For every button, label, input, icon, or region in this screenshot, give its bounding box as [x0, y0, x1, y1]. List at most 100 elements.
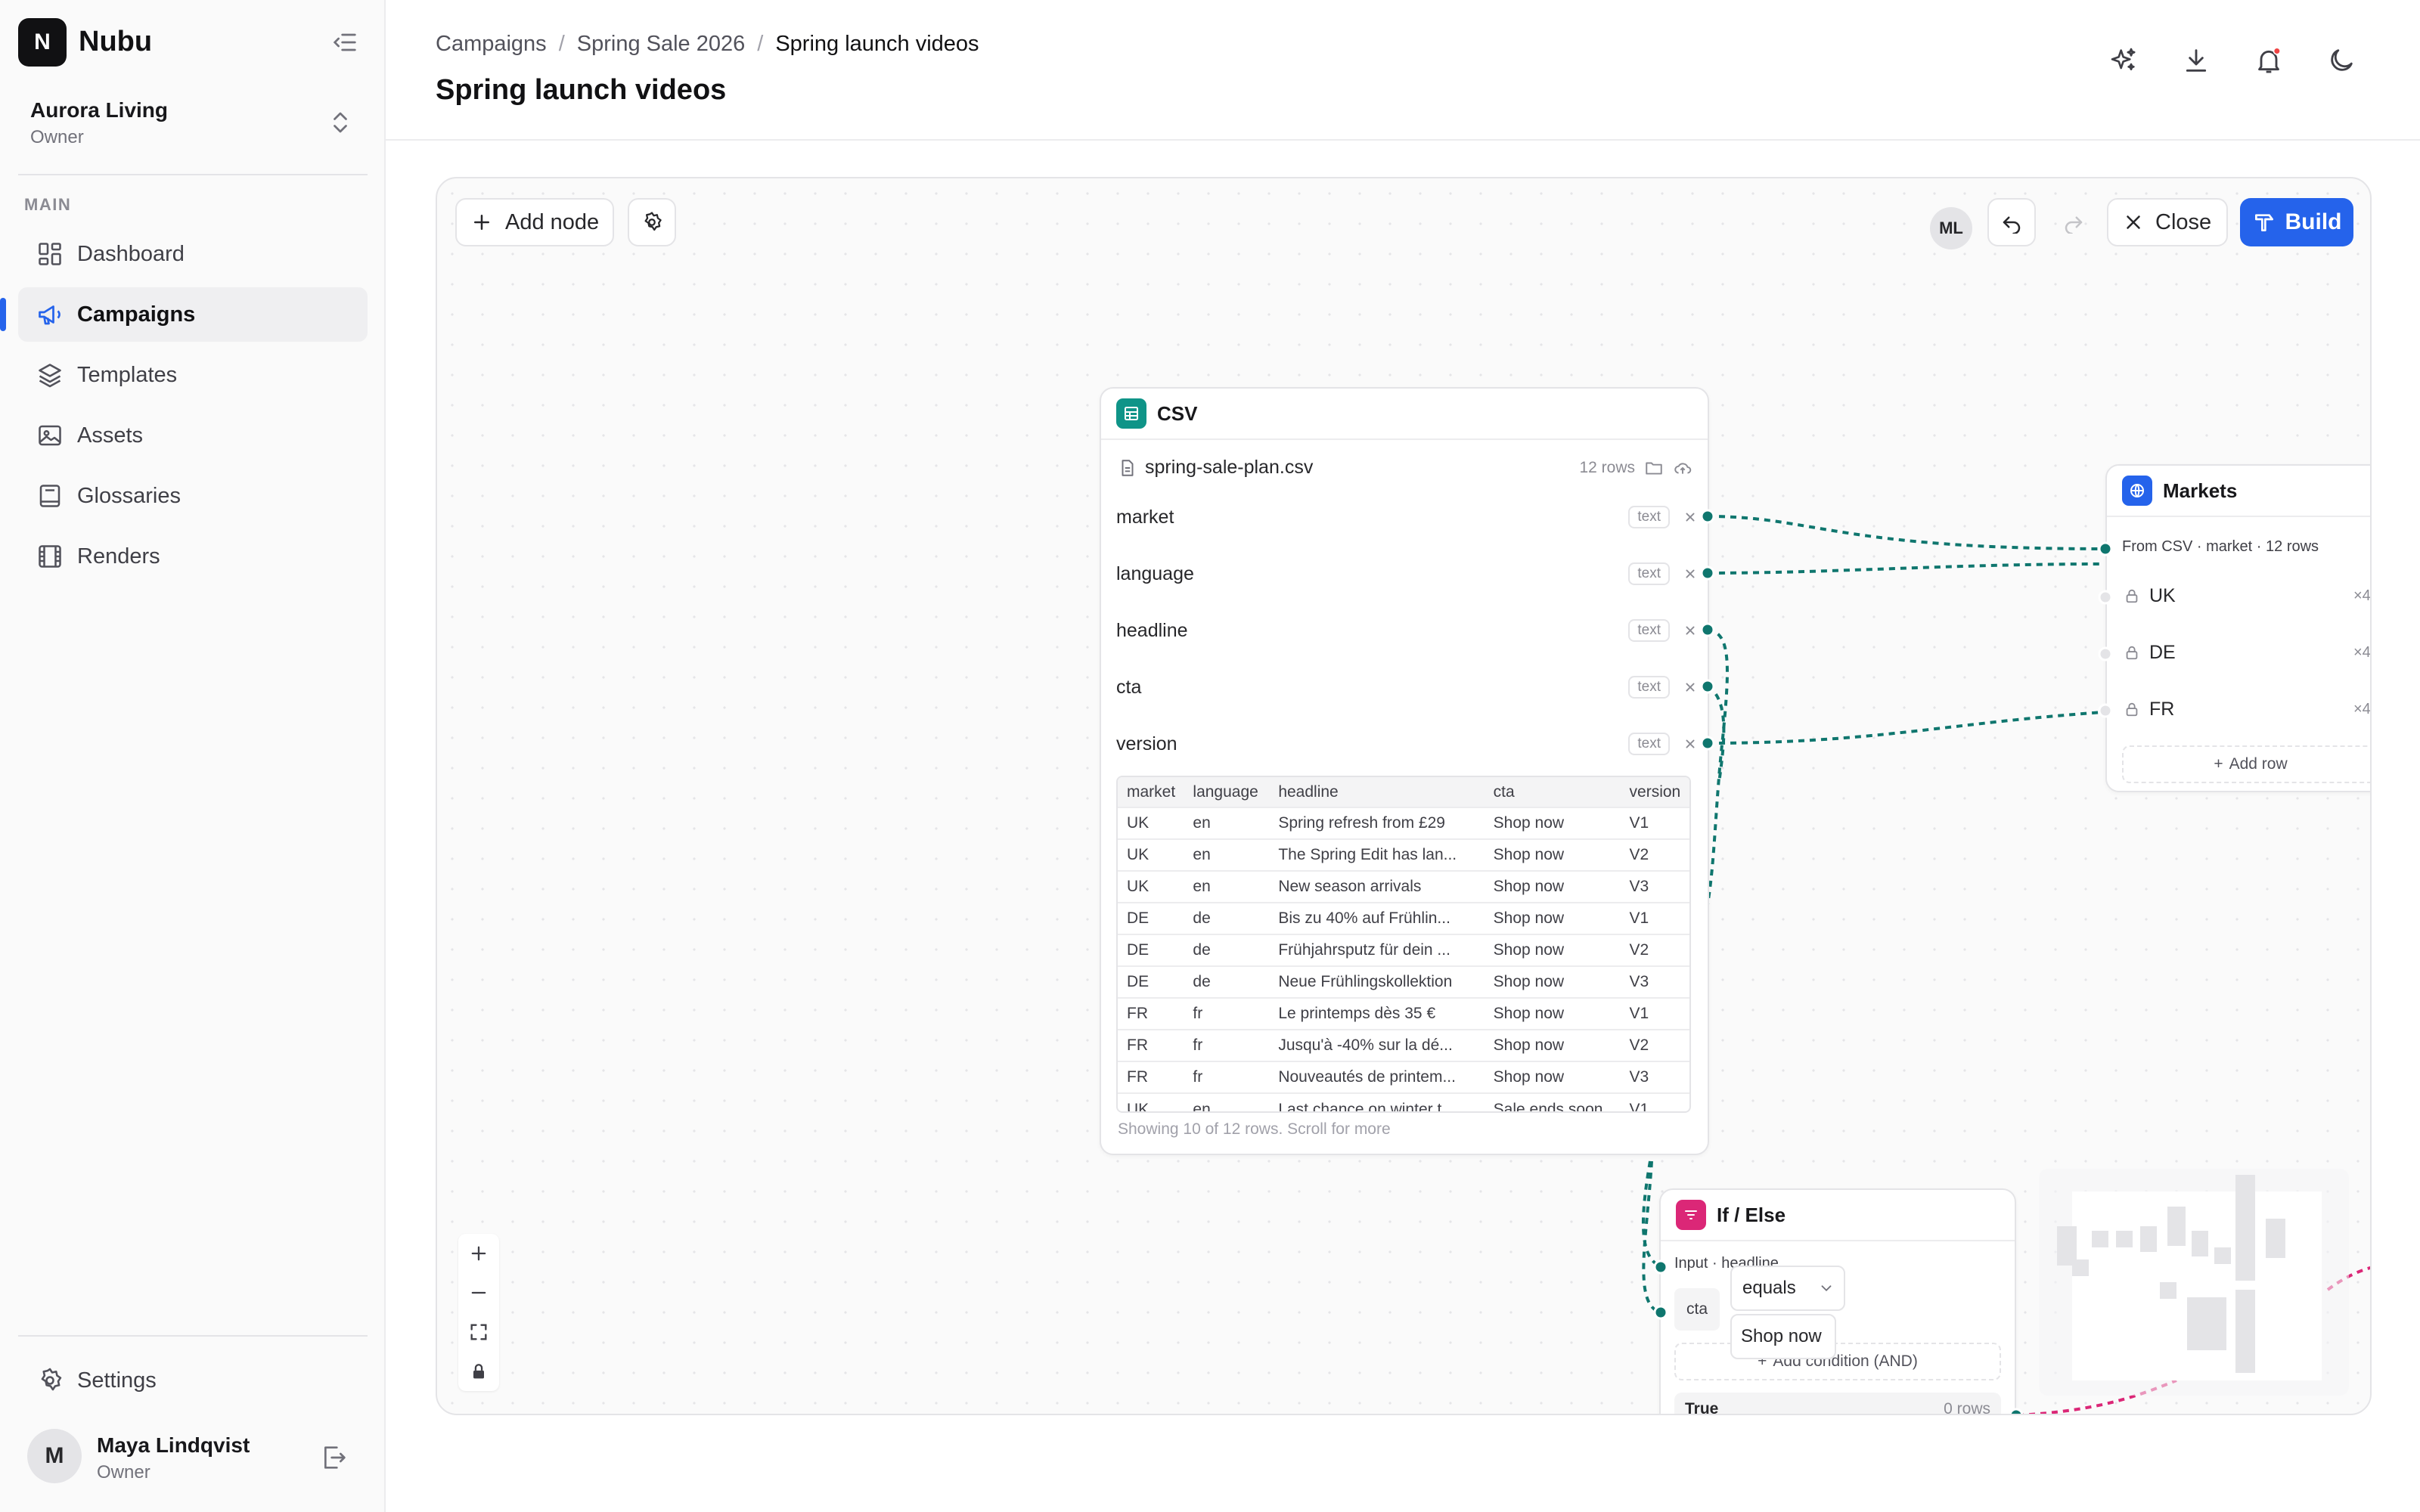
markets-node-header[interactable]: Markets — [2107, 466, 2370, 517]
flow-canvas[interactable]: Add node ML Close Build CSV spring-sale-… — [436, 177, 2372, 1415]
table-cell: Shop now — [1484, 838, 1621, 871]
ifelse-node-header[interactable]: If / Else — [1661, 1190, 2015, 1241]
table-cell: V1 — [1620, 1092, 1689, 1111]
undo-button[interactable] — [1987, 198, 2036, 246]
remove-field-icon[interactable] — [1682, 565, 1699, 582]
csv-field-market[interactable]: market text — [1116, 502, 1699, 532]
remove-field-icon[interactable] — [1682, 509, 1699, 525]
file-icon — [1118, 458, 1137, 478]
add-node-button[interactable]: Add node — [455, 198, 614, 246]
download-icon[interactable] — [2181, 45, 2211, 76]
fullscreen-icon — [470, 1324, 487, 1340]
cloud-upload-icon[interactable] — [1673, 458, 1692, 478]
edge-market-to-markets — [1707, 515, 2105, 550]
canvas-settings-button[interactable] — [628, 198, 676, 246]
bell-icon[interactable] — [2254, 45, 2284, 76]
add-condition-button[interactable]: + Add condition (AND) — [1674, 1343, 2001, 1380]
breadcrumb-spring-sale[interactable]: Spring Sale 2026 — [576, 32, 746, 56]
csv-field-language[interactable]: language text — [1116, 559, 1699, 589]
table-cell: DE — [1118, 934, 1184, 966]
minus-icon — [471, 1291, 486, 1294]
csv-node-header[interactable]: CSV — [1101, 389, 1708, 440]
workspace-role: Owner — [30, 127, 84, 147]
nav-item-glossaries[interactable]: Glossaries — [18, 469, 368, 523]
market-row-fr[interactable]: FR ×4 — [2124, 694, 2370, 724]
sparkles-icon[interactable] — [2108, 45, 2139, 76]
globe-icon — [2122, 476, 2152, 506]
build-button[interactable]: Build — [2240, 198, 2353, 246]
settings-link[interactable]: Settings — [36, 1367, 157, 1394]
nav-item-templates[interactable]: Templates — [18, 348, 368, 402]
nav-item-renders[interactable]: Renders — [18, 529, 368, 584]
minimap[interactable] — [2039, 1169, 2349, 1396]
ifelse-node[interactable]: If / Else Input · headline cta + Add con… — [1659, 1188, 2016, 1414]
minimap-node — [2057, 1226, 2077, 1266]
table-row: UK en Spring refresh from £29 Shop now V1 — [1118, 807, 1689, 839]
remove-field-icon[interactable] — [1682, 736, 1699, 752]
nav-item-assets[interactable]: Assets — [18, 408, 368, 463]
market-row-de[interactable]: DE ×4 — [2124, 637, 2370, 668]
film-icon — [36, 543, 64, 570]
remove-field-icon[interactable] — [1682, 622, 1699, 639]
user-role: Owner — [97, 1462, 150, 1483]
csv-node[interactable]: CSV spring-sale-plan.csv 12 rows market … — [1100, 387, 1709, 1155]
csv-row-count: 12 rows — [1579, 458, 1635, 476]
minimap-node — [2072, 1259, 2089, 1276]
nav-item-campaigns[interactable]: Campaigns — [0, 287, 368, 342]
redo-icon — [2062, 211, 2085, 234]
zoom-out-button[interactable] — [458, 1273, 499, 1312]
table-cell: Shop now — [1484, 1061, 1621, 1093]
close-label: Close — [2155, 209, 2212, 234]
zoom-in-button[interactable] — [458, 1234, 499, 1273]
csv-preview-table[interactable]: market language headline cta version UK e… — [1116, 776, 1691, 1113]
breadcrumb-campaigns[interactable]: Campaigns — [436, 32, 547, 56]
nav-item-dashboard[interactable]: Dashboard — [18, 227, 368, 281]
image-icon — [36, 422, 64, 449]
book-icon — [36, 482, 64, 510]
table-cell: V2 — [1620, 838, 1689, 871]
nav-item-label: Glossaries — [77, 483, 181, 508]
csv-field-version[interactable]: version text — [1116, 729, 1699, 759]
moon-icon[interactable] — [2326, 45, 2356, 76]
table-row: FR fr Le printemps dès 35 € Shop now V1 — [1118, 997, 1689, 1030]
fit-view-button[interactable] — [458, 1312, 499, 1352]
chevrons-up-down-icon[interactable] — [327, 109, 354, 136]
true-branch[interactable]: True 0 rows — [1674, 1393, 2001, 1414]
logout-icon[interactable] — [319, 1442, 349, 1473]
condition-field[interactable]: cta — [1674, 1288, 1720, 1331]
table-row: FR fr Jusqu'à -40% sur la dé... Shop now V2 — [1118, 1029, 1689, 1061]
close-button[interactable]: Close — [2107, 198, 2228, 246]
table-cell: DE — [1118, 965, 1184, 998]
add-row-button[interactable]: + Add row — [2122, 745, 2370, 783]
redo-button[interactable] — [2049, 198, 2098, 246]
csv-file-name: spring-sale-plan.csv — [1145, 457, 1314, 478]
remove-field-icon[interactable] — [1682, 679, 1699, 696]
divider — [18, 174, 368, 175]
condition-value-input[interactable]: Shop now — [1730, 1314, 1836, 1359]
table-cell: V3 — [1620, 965, 1689, 998]
condition-operator-select[interactable]: equals — [1730, 1266, 1845, 1311]
csv-field-headline[interactable]: headline text — [1116, 615, 1699, 646]
folder-icon[interactable] — [1644, 458, 1664, 478]
layers-icon — [36, 361, 64, 389]
table-cell: V3 — [1620, 1061, 1689, 1093]
table-cell: Shop now — [1484, 934, 1621, 966]
collapse-sidebar-icon[interactable] — [330, 27, 360, 57]
user-name: Maya Lindqvist — [97, 1433, 250, 1457]
table-cell: UK — [1118, 807, 1184, 839]
breadcrumb-separator: / — [558, 32, 565, 56]
minimap-node — [2214, 1247, 2231, 1264]
markets-node[interactable]: Markets From CSV · market · 12 rows UK ×… — [2105, 464, 2370, 792]
table-cell: V1 — [1620, 807, 1689, 839]
market-row-uk[interactable]: UK ×4 — [2124, 581, 2370, 611]
market-label: DE — [2149, 641, 2176, 663]
csv-file-row: spring-sale-plan.csv 12 rows — [1118, 457, 1692, 479]
table-row: DE de Frühjahrsputz für dein ... Shop now V2 — [1118, 934, 1689, 966]
table-cell: DE — [1118, 902, 1184, 934]
minimap-node — [2235, 1175, 2255, 1281]
table-cell: V2 — [1620, 1029, 1689, 1061]
plus-icon — [471, 1246, 486, 1261]
lock-canvas-button[interactable] — [458, 1352, 499, 1391]
minimap-node — [2116, 1231, 2133, 1247]
csv-field-cta[interactable]: cta text — [1116, 672, 1699, 702]
